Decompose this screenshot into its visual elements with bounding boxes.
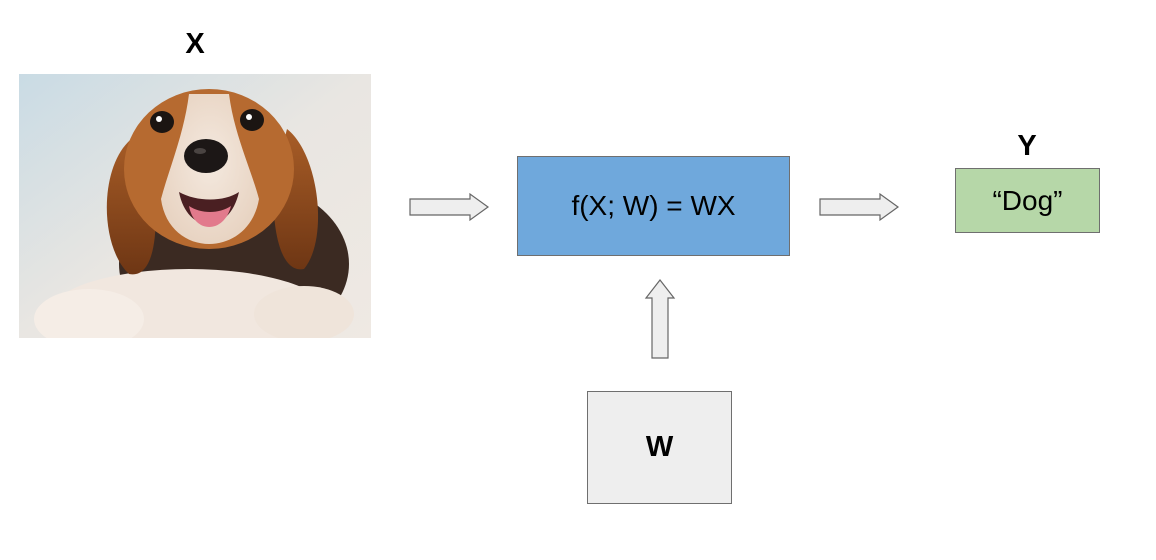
input-label-x: X — [185, 28, 205, 60]
weights-label: W — [645, 431, 674, 463]
output-box: “Dog” — [955, 168, 1100, 233]
beagle-puppy-photo — [19, 74, 371, 338]
weights-box: W — [587, 391, 732, 504]
arrow-weights-to-function — [644, 279, 676, 359]
output-label-y: Y — [1017, 130, 1037, 162]
arrow-input-to-function — [409, 192, 490, 222]
function-formula: f(X; W) = WX — [571, 190, 736, 221]
output-text: “Dog” — [992, 184, 1063, 216]
function-box: f(X; W) = WX — [517, 156, 790, 256]
arrow-function-to-output — [819, 192, 900, 222]
